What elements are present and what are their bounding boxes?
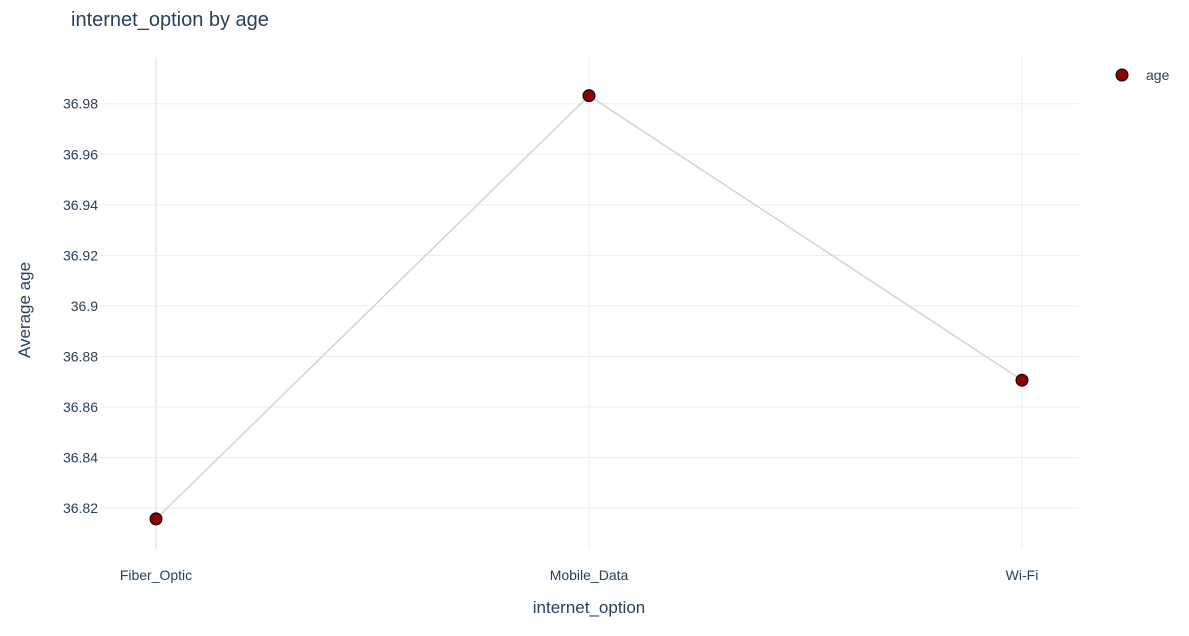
x-axis-title: internet_option [533,598,645,617]
y-tick-label: 36.86 [63,399,98,415]
y-tick-label: 36.84 [63,450,98,466]
y-axis-title: Average age [15,262,34,358]
chart-title: internet_option by age [71,9,269,31]
x-tick-label: Fiber_Optic [120,567,192,583]
y-tick-label: 36.9 [71,298,98,314]
x-tick-labels: Fiber_Optic Mobile_Data Wi-Fi [120,567,1039,583]
data-point[interactable] [149,512,163,526]
gridlines [100,57,1079,549]
y-tick-label: 36.94 [63,197,98,213]
y-tick-label: 36.82 [63,500,98,516]
data-point[interactable] [582,89,596,103]
y-tick-label: 36.98 [63,96,98,112]
legend[interactable]: age [1115,67,1170,83]
x-tick-label: Wi-Fi [1006,567,1039,583]
y-tick-label: 36.88 [63,348,98,364]
legend-label: age [1146,67,1170,83]
y-tick-labels: 36.82 36.84 36.86 36.88 36.9 36.92 36.94 36.96 3… [63,96,98,516]
series-points-age [149,89,1029,526]
x-tick-label: Mobile_Data [550,567,629,583]
legend-marker [1115,68,1129,82]
y-tick-label: 36.92 [63,247,98,263]
data-point[interactable] [1015,373,1029,387]
y-tick-label: 36.96 [63,146,98,162]
